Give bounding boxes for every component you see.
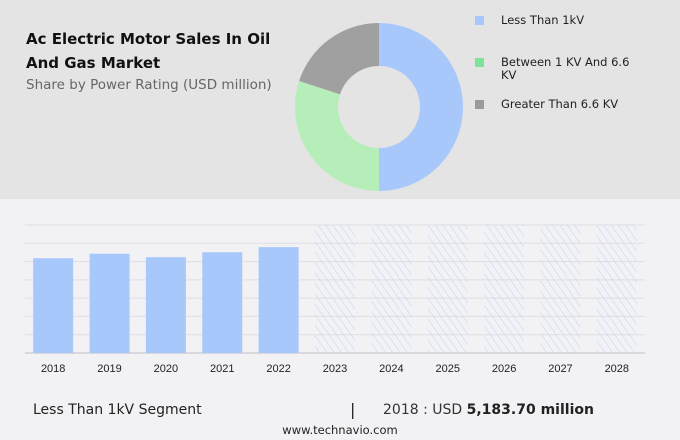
donut-slice: [379, 23, 463, 191]
x-tick-label: 2027: [548, 363, 572, 375]
x-tick-label: 2026: [492, 363, 516, 375]
x-tick-label: 2025: [435, 363, 459, 375]
forecast-bar-2028: [596, 225, 637, 353]
legend-label: Greater Than 6.6 KV: [501, 97, 619, 111]
bar-2020: [145, 257, 186, 353]
chart-subtitle: Share by Power Rating (USD million): [26, 77, 272, 93]
donut-slice: [295, 81, 379, 191]
website-link[interactable]: www.technavio.com: [282, 423, 398, 437]
forecast-bar-2027: [540, 225, 581, 353]
legend-item: Less Than 1kV: [475, 14, 645, 27]
segment-label: Less Than 1kV Segment: [33, 402, 202, 418]
x-tick-label: 2022: [266, 363, 290, 375]
x-tick-label: 2018: [41, 363, 65, 375]
legend-swatch: [475, 16, 484, 25]
x-tick-label: 2019: [97, 363, 121, 375]
legend-item: Greater Than 6.6 KV: [475, 98, 645, 111]
year-prefix: 2018 : USD: [383, 402, 463, 418]
donut-chart: [295, 23, 463, 191]
bar-2019: [89, 253, 130, 353]
bar-2018: [33, 258, 74, 353]
value-amount: 5,183.70 million: [466, 402, 594, 418]
forecast-bar-2024: [371, 225, 412, 353]
bar-chart: 2018 2019 2020 2021 2022 2023 2024 2025 2026 2027…: [25, 224, 645, 375]
bar-2022: [258, 247, 299, 353]
legend-label: Less Than 1kV: [501, 13, 585, 27]
bar-2021: [202, 252, 243, 353]
legend-swatch: [475, 100, 484, 109]
separator: |: [350, 400, 356, 419]
forecast-bar-2025: [427, 225, 468, 353]
donut-slice: [299, 23, 379, 95]
x-tick-label: 2024: [379, 363, 403, 375]
x-tick-label: 2021: [210, 363, 234, 375]
x-tick-label: 2023: [323, 363, 347, 375]
chart-title: Ac Electric Motor Sales In Oil And Gas M…: [26, 30, 271, 72]
forecast-bar-2026: [484, 225, 525, 353]
x-tick-label: 2020: [154, 363, 178, 375]
legend-item: Between 1 KV And 6.6 KV: [475, 56, 645, 82]
forecast-bar-2023: [315, 225, 355, 353]
segment-value: 2018 : USD 5,183.70 million: [383, 402, 594, 418]
legend-label: Between 1 KV And 6.6 KV: [501, 55, 630, 82]
x-tick-label: 2028: [605, 363, 629, 375]
legend-swatch: [475, 58, 484, 67]
